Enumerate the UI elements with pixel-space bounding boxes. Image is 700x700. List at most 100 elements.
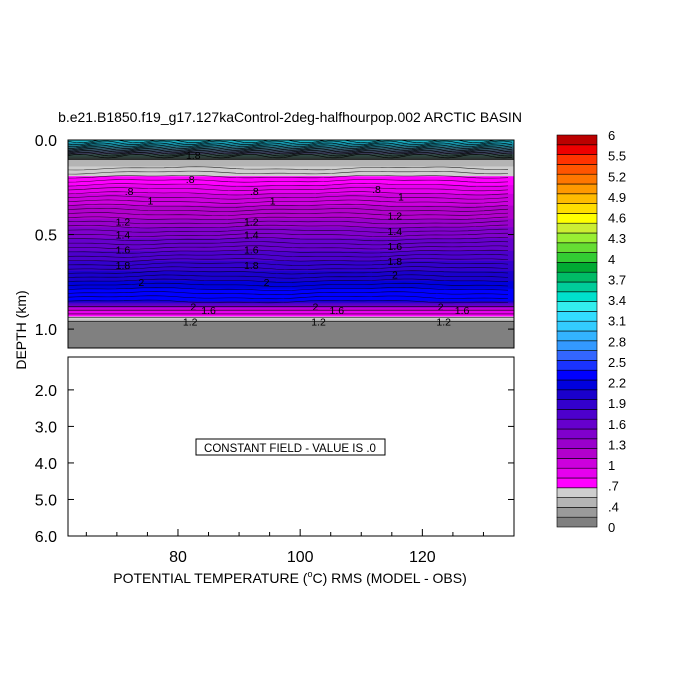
y-tick-label: 1.0 bbox=[35, 322, 57, 339]
heatmap-band bbox=[68, 331, 514, 337]
contour-line bbox=[68, 152, 513, 157]
contour-line bbox=[68, 183, 509, 187]
colorbar-box bbox=[556, 379, 598, 391]
upper-panel: 1.8.8.8.8.81 1 11.2 1.2 1.21.4 1.4 1.41.6 1.6 1.… bbox=[13, 133, 515, 370]
colorbar-box bbox=[556, 301, 598, 312]
contour-label: 1.2 bbox=[388, 211, 403, 223]
contour-label: 1.2 bbox=[183, 317, 198, 329]
x-axis-label-part-1: POTENTIAL TEMPERATURE ( bbox=[113, 570, 308, 586]
colorbar-box bbox=[556, 389, 598, 400]
contour-label: .8 bbox=[250, 186, 259, 198]
contour-line bbox=[68, 220, 509, 225]
heatmap-band bbox=[68, 313, 514, 316]
heatmap-band bbox=[68, 185, 514, 188]
heatmap-band bbox=[68, 304, 514, 307]
heatmap-band bbox=[68, 164, 514, 167]
contour-label: 1 bbox=[398, 192, 404, 204]
colorbar-label: 3.1 bbox=[608, 314, 626, 329]
heatmap-band bbox=[68, 278, 514, 282]
contour-label: .8 bbox=[186, 174, 195, 186]
colorbar-label: 2.8 bbox=[608, 334, 626, 349]
colorbar-box bbox=[556, 144, 598, 155]
heatmap-band bbox=[68, 291, 514, 295]
heatmap-band bbox=[68, 225, 514, 228]
contour-label: 2 bbox=[138, 277, 144, 289]
x-axis-label: POTENTIAL TEMPERATURE (oC) RMS (MODEL - … bbox=[113, 569, 467, 586]
colorbar-box bbox=[556, 399, 598, 410]
contour-line bbox=[68, 254, 509, 258]
heatmap-band bbox=[68, 255, 514, 259]
x-tick-label: 80 bbox=[169, 549, 187, 566]
heatmap-band bbox=[68, 296, 514, 300]
contour-label: 1.6 bbox=[388, 241, 403, 253]
colorbar-label: 0 bbox=[608, 520, 615, 535]
heatmap-band bbox=[68, 205, 514, 209]
contour-label: 1.2 bbox=[311, 317, 326, 329]
contour-label: 1.2 bbox=[116, 216, 131, 228]
heatmap-band bbox=[68, 314, 514, 317]
heatmap-band bbox=[68, 166, 514, 169]
colorbar-box bbox=[556, 477, 598, 489]
heatmap-band bbox=[68, 213, 514, 217]
contour-line bbox=[68, 170, 509, 175]
contour-label: 1.6 bbox=[330, 305, 345, 317]
heatmap-band bbox=[68, 323, 514, 328]
contour-line bbox=[68, 187, 509, 192]
upper-contour-labels: 1.8.8.8.8.81 1 11.2 1.2 1.21.4 1.4 1.41.6 1.6 1.… bbox=[116, 150, 470, 328]
contour-line bbox=[68, 142, 513, 147]
colorbar-box bbox=[556, 497, 598, 508]
colorbar-label: 4.3 bbox=[608, 231, 626, 246]
contour-line bbox=[68, 299, 509, 304]
y-tick-label: 6.0 bbox=[35, 529, 57, 546]
colorbar-box bbox=[556, 418, 598, 430]
contour-line bbox=[68, 228, 509, 233]
colorbar-label: 1.6 bbox=[608, 417, 626, 432]
colorbar-box bbox=[556, 458, 598, 469]
colorbar-label: .4 bbox=[608, 499, 619, 514]
contour-label: 1.6 bbox=[201, 305, 216, 317]
y-tick-label: 2.0 bbox=[35, 383, 57, 400]
heatmap-band bbox=[68, 221, 514, 224]
heatmap-band bbox=[68, 319, 514, 321]
heatmap-band bbox=[68, 160, 514, 162]
contour-line bbox=[68, 216, 509, 220]
contour-line bbox=[68, 278, 509, 283]
lower-y-axis: 2.0 3.0 4.0 5.0 6.0 bbox=[35, 383, 514, 546]
heatmap-band bbox=[68, 298, 514, 302]
colorbar-box bbox=[556, 134, 598, 146]
heatmap-band bbox=[68, 271, 514, 275]
contour-label: 2 bbox=[392, 269, 398, 281]
contour-line bbox=[68, 166, 509, 171]
heatmap-band bbox=[68, 203, 514, 206]
colorbar-box bbox=[556, 360, 598, 371]
contour-line bbox=[68, 258, 509, 262]
colorbar-labels: 6 5.5 5.2 4.9 4.6 4.3 4 3.7 3.4 3.1 2.8 2.5 2.2 1.9 1.… bbox=[608, 128, 626, 535]
contour-line bbox=[68, 287, 509, 291]
contour-label: 1.6 bbox=[455, 305, 470, 317]
colorbar-box bbox=[556, 330, 598, 342]
colorbar-label: 3.7 bbox=[608, 272, 626, 287]
contour-line bbox=[68, 191, 509, 196]
colorbar-box bbox=[556, 340, 598, 351]
contour-line bbox=[68, 262, 509, 266]
heatmap-band bbox=[68, 198, 514, 201]
contour-label: 1 bbox=[270, 196, 276, 208]
y-tick-label: 0.0 bbox=[35, 133, 57, 150]
upper-y-axis-label: DEPTH (km) bbox=[13, 290, 29, 369]
contour-line bbox=[68, 291, 509, 295]
heatmap-band bbox=[68, 339, 514, 345]
contour-line bbox=[68, 232, 509, 237]
colorbar-label: 6 bbox=[608, 128, 615, 143]
heatmap-band bbox=[68, 273, 514, 277]
colorbar-box bbox=[556, 487, 598, 498]
colorbar-label: 4 bbox=[608, 252, 615, 267]
x-axis-label-part-2: C) RMS (MODEL - OBS) bbox=[312, 570, 466, 586]
heatmap-band bbox=[68, 161, 514, 164]
heatmap-band bbox=[68, 191, 514, 195]
colorbar-label: 4.6 bbox=[608, 211, 626, 226]
heatmap-band bbox=[68, 178, 514, 182]
colorbar-box bbox=[556, 242, 598, 253]
colorbar-box bbox=[556, 291, 598, 302]
chart-title: b.e21.B1850.f19_g17.127kaControl-2deg-ha… bbox=[58, 109, 522, 125]
